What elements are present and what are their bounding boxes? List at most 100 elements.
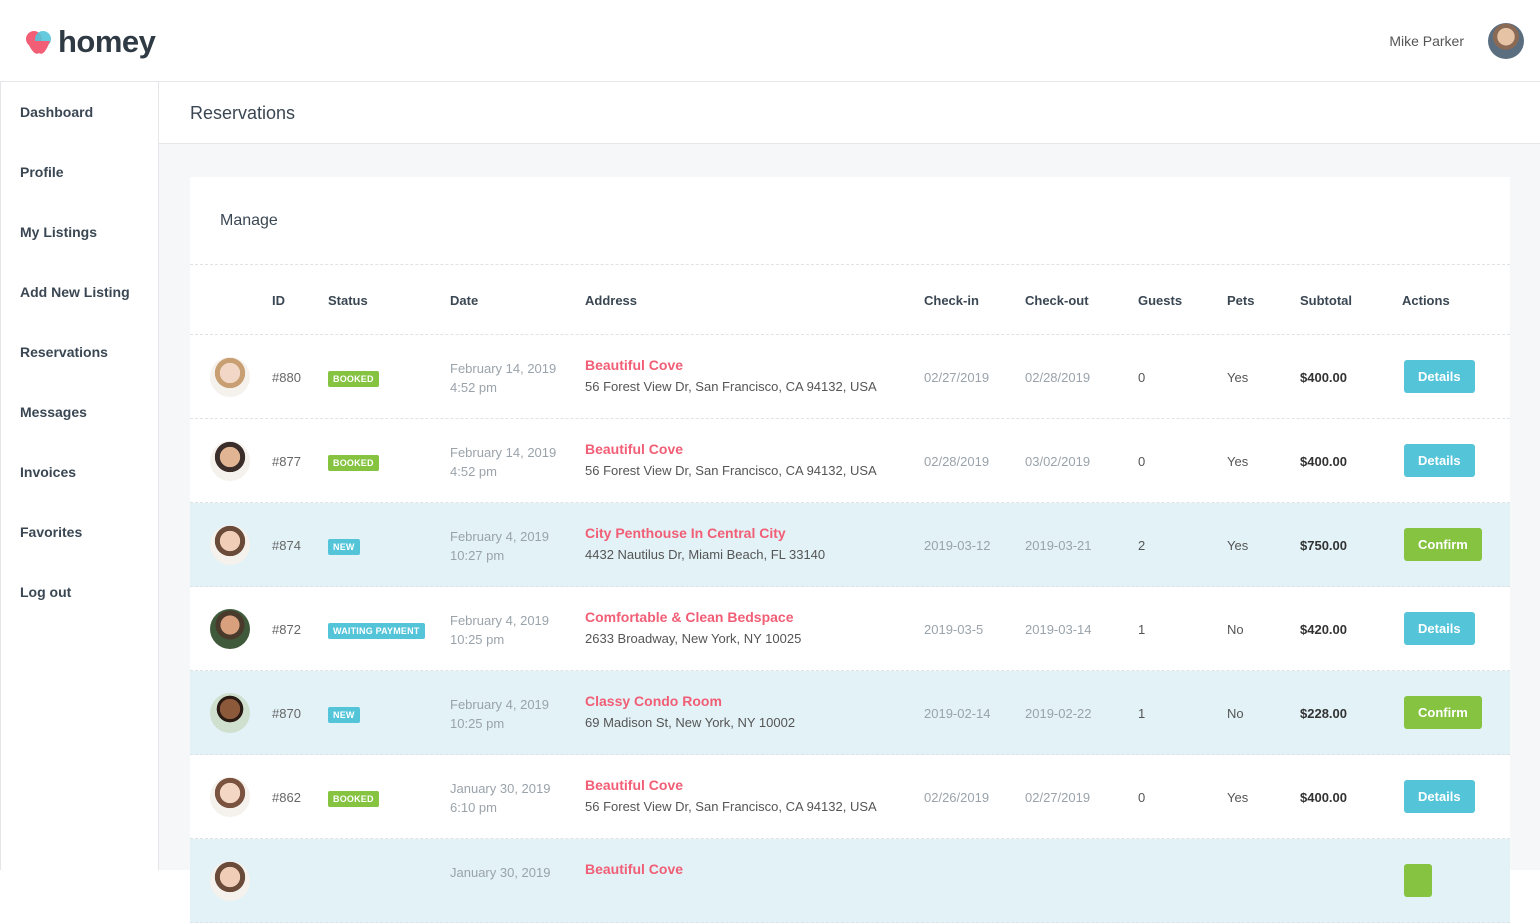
reservation-id: #880 [272,370,301,385]
listing-address: 2633 Broadway, New York, NY 10025 [585,631,802,646]
table-row[interactable]: #880 BOOKED February 14, 2019 4:52 pm Beauti… [190,335,1510,419]
table-row[interactable]: #870 NEW February 4, 2019 10:25 pm Classy Co… [190,671,1510,755]
sidebar-item-my-listings[interactable]: My Listings [20,224,98,240]
guests-count: 0 [1138,370,1146,385]
column-header-address[interactable]: Address [585,293,638,308]
sidebar-item-reservations[interactable]: Reservations [20,344,108,360]
reservation-id: #872 [272,622,301,637]
logo-text: homey [58,24,156,59]
reservation-date-day: February 4, 2019 [450,613,550,628]
reservation-date-day: February 4, 2019 [450,529,550,544]
listing-address: 4432 Nautilus Dr, Miami Beach, FL 33140 [585,547,826,562]
reservation-date: February 4, 2019 10:25 pm [450,611,549,649]
listing-address: 56 Forest View Dr, San Francisco, CA 941… [585,799,877,814]
reservation-id: #877 [272,454,301,469]
listing-title-link[interactable]: Beautiful Cove [585,777,684,793]
sidebar-item-log-out[interactable]: Log out [20,584,72,600]
reservation-date-day: January 30, 2019 [450,865,551,880]
pets-value: Yes [1227,790,1249,805]
reservation-date-day: February 14, 2019 [450,445,557,460]
check-out-date: 02/27/2019 [1025,790,1091,805]
sidebar-item-profile[interactable]: Profile [20,164,64,180]
guests-count: 0 [1138,790,1146,805]
subtotal-value: $420.00 [1300,622,1347,637]
pets-value: Yes [1227,454,1249,469]
listing-title-link[interactable]: Comfortable & Clean Bedspace [585,609,794,625]
main-content: Reservations Manage ID Status Date Addre… [159,82,1540,923]
listing-address: 56 Forest View Dr, San Francisco, CA 941… [585,463,877,478]
column-header-id[interactable]: ID [272,293,285,308]
details-button[interactable]: Details [1404,780,1475,813]
user-menu[interactable]: Mike Parker [1389,23,1524,59]
guest-avatar[interactable] [210,861,250,901]
check-in-date: 2019-02-14 [924,706,991,721]
guests-count: 1 [1138,706,1146,721]
listing-title-link[interactable]: Beautiful Cove [585,441,684,457]
table-row[interactable]: #877 BOOKED February 14, 2019 4:52 pm Beauti… [190,419,1510,503]
table-row[interactable]: #862 BOOKED January 30, 2019 6:10 pm Beautif… [190,755,1510,839]
listing-title-link[interactable]: City Penthouse In Central City [585,525,786,541]
listing-title-link[interactable]: Classy Condo Room [585,693,722,709]
reservation-date: February 14, 2019 4:52 pm [450,359,556,397]
sidebar-item-dashboard[interactable]: Dashboard [20,104,94,120]
homey-logo[interactable]: homey [24,24,156,60]
guests-count: 1 [1138,622,1146,637]
sidebar-item-favorites[interactable]: Favorites [20,524,83,540]
reservation-date-time: 10:27 pm [450,548,505,563]
confirm-button[interactable] [1404,864,1432,897]
guests-count: 2 [1138,538,1146,553]
table-row[interactable]: January 30, 2019 Beautiful Cove [190,839,1510,923]
listing-title-link[interactable]: Beautiful Cove [585,861,684,877]
pets-value: Yes [1227,370,1249,385]
user-avatar[interactable] [1488,23,1524,59]
check-out-date: 03/02/2019 [1025,454,1091,469]
details-button[interactable]: Details [1404,444,1475,477]
column-header-check-in[interactable]: Check-in [924,293,979,308]
reservation-id: #870 [272,706,301,721]
details-button[interactable]: Details [1404,612,1475,645]
guest-avatar[interactable] [210,609,250,649]
status-badge: WAITING PAYMENT [328,623,425,639]
listing-address: 56 Forest View Dr, San Francisco, CA 941… [585,379,877,394]
status-badge: BOOKED [328,791,379,807]
guest-avatar[interactable] [210,777,250,817]
sidebar-item-messages[interactable]: Messages [20,404,87,420]
page-title: Reservations [159,82,1540,144]
column-header-subtotal[interactable]: Subtotal [1300,293,1352,308]
reservation-date-time: 10:25 pm [450,632,505,647]
column-header-pets[interactable]: Pets [1227,293,1255,308]
top-header: homey Mike Parker [0,0,1540,82]
guest-avatar[interactable] [210,441,250,481]
table-row[interactable]: #872 WAITING PAYMENT February 4, 2019 10:25… [190,587,1510,671]
listing-address: 69 Madison St, New York, NY 10002 [585,715,796,730]
guest-avatar[interactable] [210,693,250,733]
reservation-date-time: 10:25 pm [450,716,505,731]
column-header-check-out[interactable]: Check-out [1025,293,1089,308]
table-row[interactable]: #874 NEW February 4, 2019 10:27 pm City Pent… [190,503,1510,587]
details-button[interactable]: Details [1404,360,1475,393]
guest-avatar[interactable] [210,357,250,397]
reservations-table-body: #880 BOOKED February 14, 2019 4:52 pm Beauti… [190,335,1510,923]
reservation-id: #862 [272,790,301,805]
column-header-guests[interactable]: Guests [1138,293,1183,308]
subtotal-value: $400.00 [1300,790,1347,805]
guest-avatar[interactable] [210,525,250,565]
check-out-date: 2019-02-22 [1025,706,1092,721]
sidebar-item-add-new-listing[interactable]: Add New Listing [20,284,130,300]
sidebar: Dashboard Profile My Listings Add New Li… [0,82,159,870]
sidebar-item-invoices[interactable]: Invoices [20,464,77,480]
reservation-date: February 14, 2019 4:52 pm [450,443,556,481]
column-header-actions: Actions [1402,293,1450,308]
reservation-id: #874 [272,538,301,553]
listing-title-link[interactable]: Beautiful Cove [585,357,684,373]
column-header-date[interactable]: Date [450,293,479,308]
reservation-date-time: 4:52 pm [450,464,497,479]
column-header-status[interactable]: Status [328,293,368,308]
user-name[interactable]: Mike Parker [1389,33,1464,49]
reservation-date-time: 6:10 pm [450,800,497,815]
reservation-date-day: February 4, 2019 [450,697,550,712]
confirm-button[interactable]: Confirm [1404,696,1482,729]
confirm-button[interactable]: Confirm [1404,528,1482,561]
subtotal-value: $400.00 [1300,454,1347,469]
check-out-date: 2019-03-14 [1025,622,1092,637]
